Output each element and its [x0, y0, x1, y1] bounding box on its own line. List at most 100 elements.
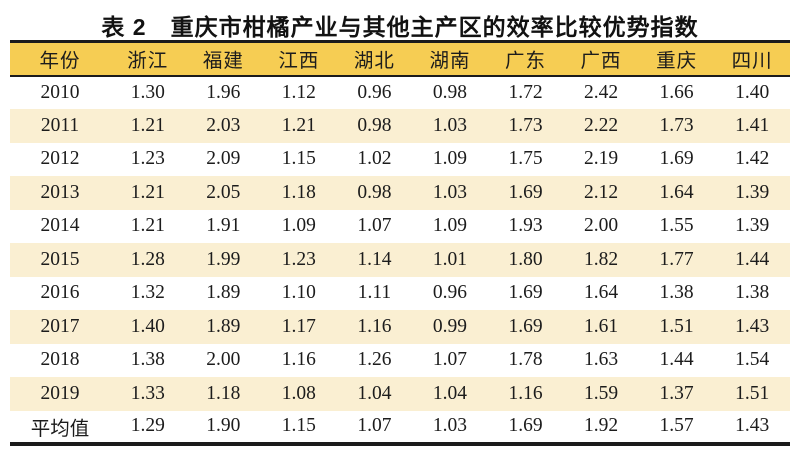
col-header-guangxi: 广西 [563, 41, 639, 77]
header-row: 年份 浙江 福建 江西 湖北 湖南 广东 广西 重庆 四川 [10, 41, 790, 77]
value-cell: 0.98 [432, 81, 468, 103]
row-label: 2015 [40, 248, 80, 270]
value-cell: 1.38 [735, 282, 770, 304]
col-header-guangdong: 广东 [487, 41, 564, 77]
table-row: 2011 1.21 2.03 1.21 0.98 1.03 1.73 2.22 1.73 1.41 [10, 109, 790, 143]
value-cell: 1.51 [659, 315, 694, 337]
row-label: 2010 [40, 81, 80, 103]
value-cell: 1.37 [659, 382, 694, 404]
value-cell: 2.05 [206, 181, 241, 203]
value-cell: 1.07 [357, 415, 392, 437]
value-cell: 0.96 [432, 282, 468, 304]
value-cell: 1.33 [130, 382, 165, 404]
col-header-fujian: 福建 [185, 41, 262, 77]
value-cell: 1.30 [130, 81, 165, 103]
value-cell: 0.96 [357, 81, 392, 103]
col-header-chongqing: 重庆 [638, 41, 715, 77]
value-cell: 1.40 [735, 81, 770, 103]
value-cell: 1.40 [130, 315, 165, 337]
value-cell: 1.21 [130, 114, 165, 136]
value-cell: 1.38 [130, 349, 165, 371]
table-row: 2017 1.40 1.89 1.17 1.16 0.99 1.69 1.61 1.51 1.43 [10, 310, 790, 344]
value-cell: 1.21 [130, 215, 165, 237]
value-cell: 1.21 [281, 114, 316, 136]
value-cell: 2.19 [583, 148, 619, 170]
table-row: 2010 1.30 1.96 1.12 0.96 0.98 1.72 2.42 1.66 1.40 [10, 75, 790, 109]
value-cell: 0.98 [357, 181, 392, 203]
value-cell: 2.00 [583, 215, 619, 237]
row-label: 2013 [40, 181, 80, 203]
table-row: 2019 1.33 1.18 1.08 1.04 1.04 1.16 1.59 1.37 1.51 [10, 377, 790, 411]
value-cell: 1.73 [659, 114, 694, 136]
value-cell: 1.39 [735, 181, 770, 203]
value-cell: 1.54 [735, 349, 770, 371]
comparative-advantage-table: 年份 浙江 福建 江西 湖北 湖南 广东 广西 重庆 四川 2010 1.30 1.… [10, 40, 790, 446]
col-header-sichuan: 四川 [714, 41, 790, 77]
value-cell: 1.23 [281, 248, 316, 270]
value-cell: 1.66 [659, 81, 694, 103]
value-cell: 1.07 [357, 215, 392, 237]
value-cell: 2.12 [583, 181, 619, 203]
value-cell: 1.69 [508, 181, 543, 203]
value-cell: 1.72 [508, 81, 543, 103]
value-cell: 1.26 [357, 349, 392, 371]
value-cell: 1.75 [508, 148, 543, 170]
col-header-hubei: 湖北 [336, 41, 413, 77]
value-cell: 1.73 [508, 114, 543, 136]
col-header-zhejiang: 浙江 [110, 41, 186, 77]
value-cell: 1.64 [583, 282, 619, 304]
value-cell: 1.09 [281, 215, 316, 237]
value-cell: 1.07 [432, 349, 468, 371]
value-cell: 1.78 [508, 349, 543, 371]
average-row: 平均值 1.29 1.90 1.15 1.07 1.03 1.69 1.92 1.57 1.43 [10, 410, 790, 444]
value-cell: 1.18 [206, 382, 241, 404]
col-header-year: 年份 [10, 41, 110, 77]
value-cell: 1.69 [508, 282, 543, 304]
value-cell: 1.93 [508, 215, 543, 237]
value-cell: 1.09 [432, 148, 468, 170]
value-cell: 1.12 [281, 81, 316, 103]
value-cell: 1.90 [206, 415, 241, 437]
value-cell: 1.32 [130, 282, 165, 304]
value-cell: 1.16 [508, 382, 543, 404]
value-cell: 1.44 [659, 349, 694, 371]
value-cell: 1.96 [206, 81, 241, 103]
table-body: 2010 1.30 1.96 1.12 0.96 0.98 1.72 2.42 1.66 1.40… [10, 75, 790, 444]
col-header-hunan: 湖南 [412, 41, 488, 77]
value-cell: 1.43 [735, 315, 770, 337]
row-label: 2019 [40, 382, 80, 404]
value-cell: 1.59 [583, 382, 619, 404]
value-cell: 1.89 [206, 282, 241, 304]
value-cell: 0.99 [432, 315, 468, 337]
row-label: 2011 [40, 114, 80, 136]
value-cell: 1.89 [206, 315, 241, 337]
col-header-jiangxi: 江西 [261, 41, 337, 77]
value-cell: 1.99 [206, 248, 241, 270]
value-cell: 1.51 [735, 382, 770, 404]
value-cell: 1.29 [130, 415, 165, 437]
value-cell: 1.82 [583, 248, 619, 270]
value-cell: 1.69 [508, 415, 543, 437]
table-row: 2014 1.21 1.91 1.09 1.07 1.09 1.93 2.00 1.55 1.39 [10, 209, 790, 243]
value-cell: 1.03 [432, 415, 468, 437]
value-cell: 1.01 [432, 248, 468, 270]
value-cell: 1.69 [659, 148, 694, 170]
value-cell: 1.11 [357, 282, 392, 304]
value-cell: 1.08 [281, 382, 316, 404]
row-label: 2016 [40, 282, 80, 304]
value-cell: 0.98 [357, 114, 392, 136]
value-cell: 1.09 [432, 215, 468, 237]
value-cell: 1.77 [659, 248, 694, 270]
value-cell: 1.02 [357, 148, 392, 170]
value-cell: 1.15 [281, 148, 316, 170]
value-cell: 2.00 [206, 349, 241, 371]
value-cell: 1.16 [357, 315, 392, 337]
value-cell: 1.21 [130, 181, 165, 203]
value-cell: 1.16 [281, 349, 316, 371]
value-cell: 1.42 [735, 148, 770, 170]
value-cell: 1.03 [432, 181, 468, 203]
value-cell: 1.38 [659, 282, 694, 304]
value-cell: 1.10 [281, 282, 316, 304]
row-label: 2012 [40, 148, 80, 170]
